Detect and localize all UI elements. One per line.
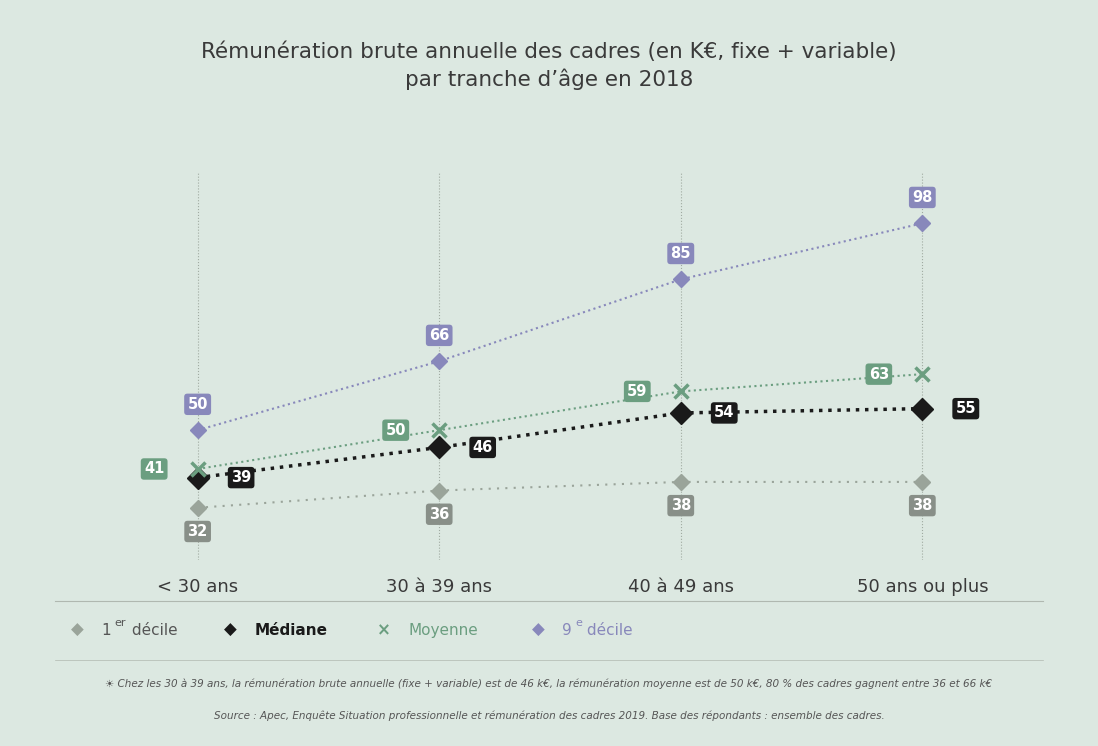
Text: < 30 ans: < 30 ans (157, 578, 238, 596)
Text: 40 à 49 ans: 40 à 49 ans (628, 578, 733, 596)
Text: 66: 66 (429, 328, 449, 343)
Text: décile: décile (582, 623, 632, 638)
Text: ◆: ◆ (531, 621, 545, 639)
Text: 36: 36 (429, 507, 449, 521)
Text: 1: 1 (101, 623, 111, 638)
Text: ×: × (378, 621, 391, 639)
Text: 32: 32 (188, 524, 208, 539)
Text: Rémunération brute annuelle des cadres (en K€, fixe + variable)
par tranche d’âg: Rémunération brute annuelle des cadres (… (201, 41, 897, 90)
Text: 59: 59 (627, 384, 648, 399)
Text: ☀ Chez les 30 à 39 ans, la rémunération brute annuelle (fixe + variable) est de : ☀ Chez les 30 à 39 ans, la rémunération … (105, 679, 993, 689)
Text: 55: 55 (955, 401, 976, 416)
Text: 38: 38 (671, 498, 691, 513)
Text: 98: 98 (912, 190, 932, 205)
Text: e: e (575, 618, 582, 628)
Text: 54: 54 (714, 406, 735, 421)
Text: Médiane: Médiane (255, 623, 327, 638)
Text: 38: 38 (912, 498, 932, 513)
Text: 41: 41 (144, 462, 165, 477)
Text: 63: 63 (869, 367, 889, 382)
Text: Source : Apec, Enquête Situation professionnelle et rémunération des cadres 2019: Source : Apec, Enquête Situation profess… (214, 710, 884, 721)
Text: Moyenne: Moyenne (408, 623, 479, 638)
Text: ◆: ◆ (70, 621, 83, 639)
Text: 85: 85 (671, 246, 691, 261)
Text: 39: 39 (231, 470, 251, 485)
Text: décile: décile (127, 623, 178, 638)
Text: ◆: ◆ (224, 621, 237, 639)
Text: 9: 9 (562, 623, 572, 638)
Text: er: er (114, 618, 125, 628)
Text: 50 ans ou plus: 50 ans ou plus (856, 578, 988, 596)
Text: 50: 50 (188, 397, 208, 412)
Text: 30 à 39 ans: 30 à 39 ans (386, 578, 492, 596)
Text: 50: 50 (385, 423, 406, 438)
Text: 46: 46 (472, 440, 493, 455)
